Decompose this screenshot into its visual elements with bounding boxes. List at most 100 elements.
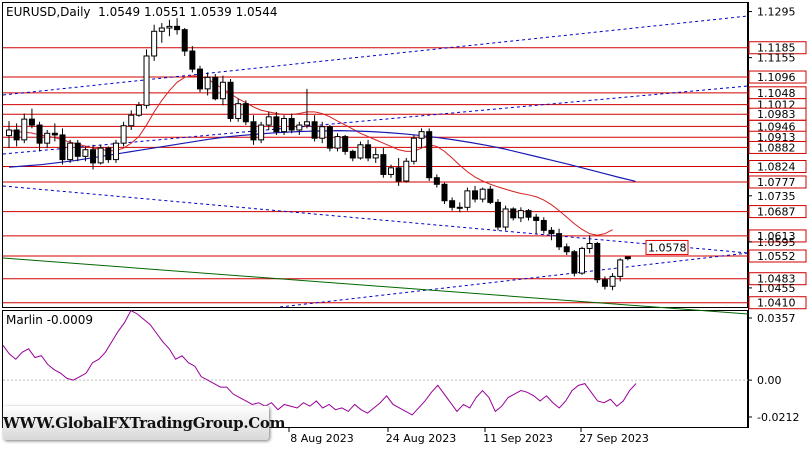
- time-tick-label: 8 Aug 2023: [290, 432, 353, 445]
- candle-body: [105, 147, 112, 161]
- level-label: 1.1185: [757, 42, 796, 55]
- candle-body: [563, 246, 570, 253]
- level-label-box: [748, 41, 807, 55]
- candle-body: [44, 132, 51, 144]
- candle-body: [51, 132, 58, 136]
- candle-body: [59, 134, 66, 161]
- candle-body: [197, 68, 203, 90]
- candle-body: [273, 116, 280, 133]
- level-label: 1.0483: [757, 273, 796, 286]
- channel-lower-line: [2, 185, 749, 254]
- candle-body: [74, 142, 81, 157]
- time-tick-label: 11 Sep 2023: [483, 432, 553, 445]
- indicator-label: Marlin -0.0009: [6, 313, 94, 327]
- candle-body: [372, 154, 379, 159]
- level-label: 1.0552: [757, 250, 796, 263]
- price-tick-label: 1.0735: [757, 190, 796, 203]
- level-label: 1.0882: [757, 141, 796, 154]
- candle-body: [456, 206, 463, 209]
- level-label: 1.0983: [757, 108, 796, 121]
- candle-body: [426, 131, 433, 179]
- time-tick-label: 24 Aug 2023: [386, 432, 456, 445]
- candle-body: [479, 188, 486, 200]
- candle-body: [13, 129, 20, 141]
- candle-body: [388, 167, 394, 175]
- candle-body: [67, 142, 74, 161]
- candle-body: [472, 190, 479, 200]
- candle-body: [21, 118, 28, 141]
- candle-body: [242, 103, 249, 123]
- candle-body: [517, 210, 524, 219]
- candle-body: [128, 114, 135, 127]
- candle-body: [357, 144, 364, 159]
- candle-body: [571, 251, 578, 274]
- ohlc-values: 1.0549 1.0551 1.0539 1.0544: [98, 5, 278, 19]
- level-label: 1.0410: [757, 297, 796, 310]
- candle-body: [365, 144, 372, 159]
- candle-body: [250, 121, 257, 141]
- candle-body: [112, 142, 119, 161]
- candle-body: [143, 55, 150, 106]
- candle-body: [334, 136, 341, 149]
- candle-body: [579, 247, 585, 274]
- channel-upper-line: [2, 15, 749, 96]
- time-tick-label: 27 Sep 2023: [579, 432, 649, 445]
- indicator-tick-label: 0.00: [757, 374, 782, 387]
- candle-body: [609, 275, 616, 287]
- level-label: 1.0777: [757, 176, 796, 189]
- candle-body: [342, 136, 349, 152]
- indicator-tick-label: 0.0357: [757, 312, 796, 325]
- candle-body: [586, 243, 593, 249]
- candle-body: [548, 229, 555, 235]
- candle-body: [617, 259, 624, 277]
- price-tick-label: 1.1295: [757, 6, 796, 19]
- support-line: [279, 252, 749, 308]
- candle-body: [303, 121, 310, 126]
- candle-body: [380, 154, 387, 175]
- level-label-box: [748, 229, 807, 243]
- level-label: 1.0613: [757, 230, 796, 243]
- candle-body: [441, 183, 448, 202]
- level-label-box: [748, 70, 807, 84]
- candle-body: [265, 116, 272, 126]
- candle-body: [311, 121, 318, 139]
- candle-body: [258, 124, 265, 141]
- indicator-tick-label: -0.0212: [757, 411, 799, 424]
- candle-body: [296, 124, 303, 131]
- candle-body: [235, 103, 242, 119]
- candle-body: [410, 137, 417, 162]
- candle-body: [601, 279, 608, 287]
- candle-body: [464, 190, 471, 208]
- trend-lines: [2, 15, 749, 315]
- time-axis: 8 Aug 2023 24 Aug 2023 11 Sep 2023 27 Sep 2…: [288, 428, 649, 445]
- candle-body: [510, 208, 517, 219]
- current-price-box: [645, 239, 689, 255]
- candle-body: [349, 150, 356, 159]
- candle-body: [158, 27, 165, 32]
- main-pane-border: [2, 2, 748, 308]
- candle-body: [36, 124, 43, 144]
- level-label-box: [748, 205, 807, 219]
- candle-body: [319, 126, 326, 139]
- candle-body: [174, 25, 181, 31]
- candle-body: [281, 117, 288, 133]
- candle-body: [212, 76, 219, 100]
- candle-body: [227, 81, 234, 119]
- indicator-pane-border: [2, 310, 748, 428]
- candle-body: [502, 208, 509, 228]
- watermark-logo: WWW.GlobalFXTradingGroup.Com: [3, 406, 285, 440]
- candle-body: [418, 131, 425, 139]
- candle-body: [151, 30, 158, 57]
- candle-body: [403, 160, 410, 182]
- candle-body: [120, 125, 127, 144]
- candle-body: [219, 81, 226, 100]
- candlesticks: [6, 18, 631, 291]
- level-label: 1.0946: [757, 120, 796, 133]
- candle-body: [166, 25, 173, 29]
- candle-body: [288, 117, 295, 131]
- candle-body: [90, 149, 97, 164]
- horizontal-levels: [3, 47, 748, 304]
- current-price-label: 1.0578: [648, 241, 687, 254]
- candle-body: [135, 104, 142, 116]
